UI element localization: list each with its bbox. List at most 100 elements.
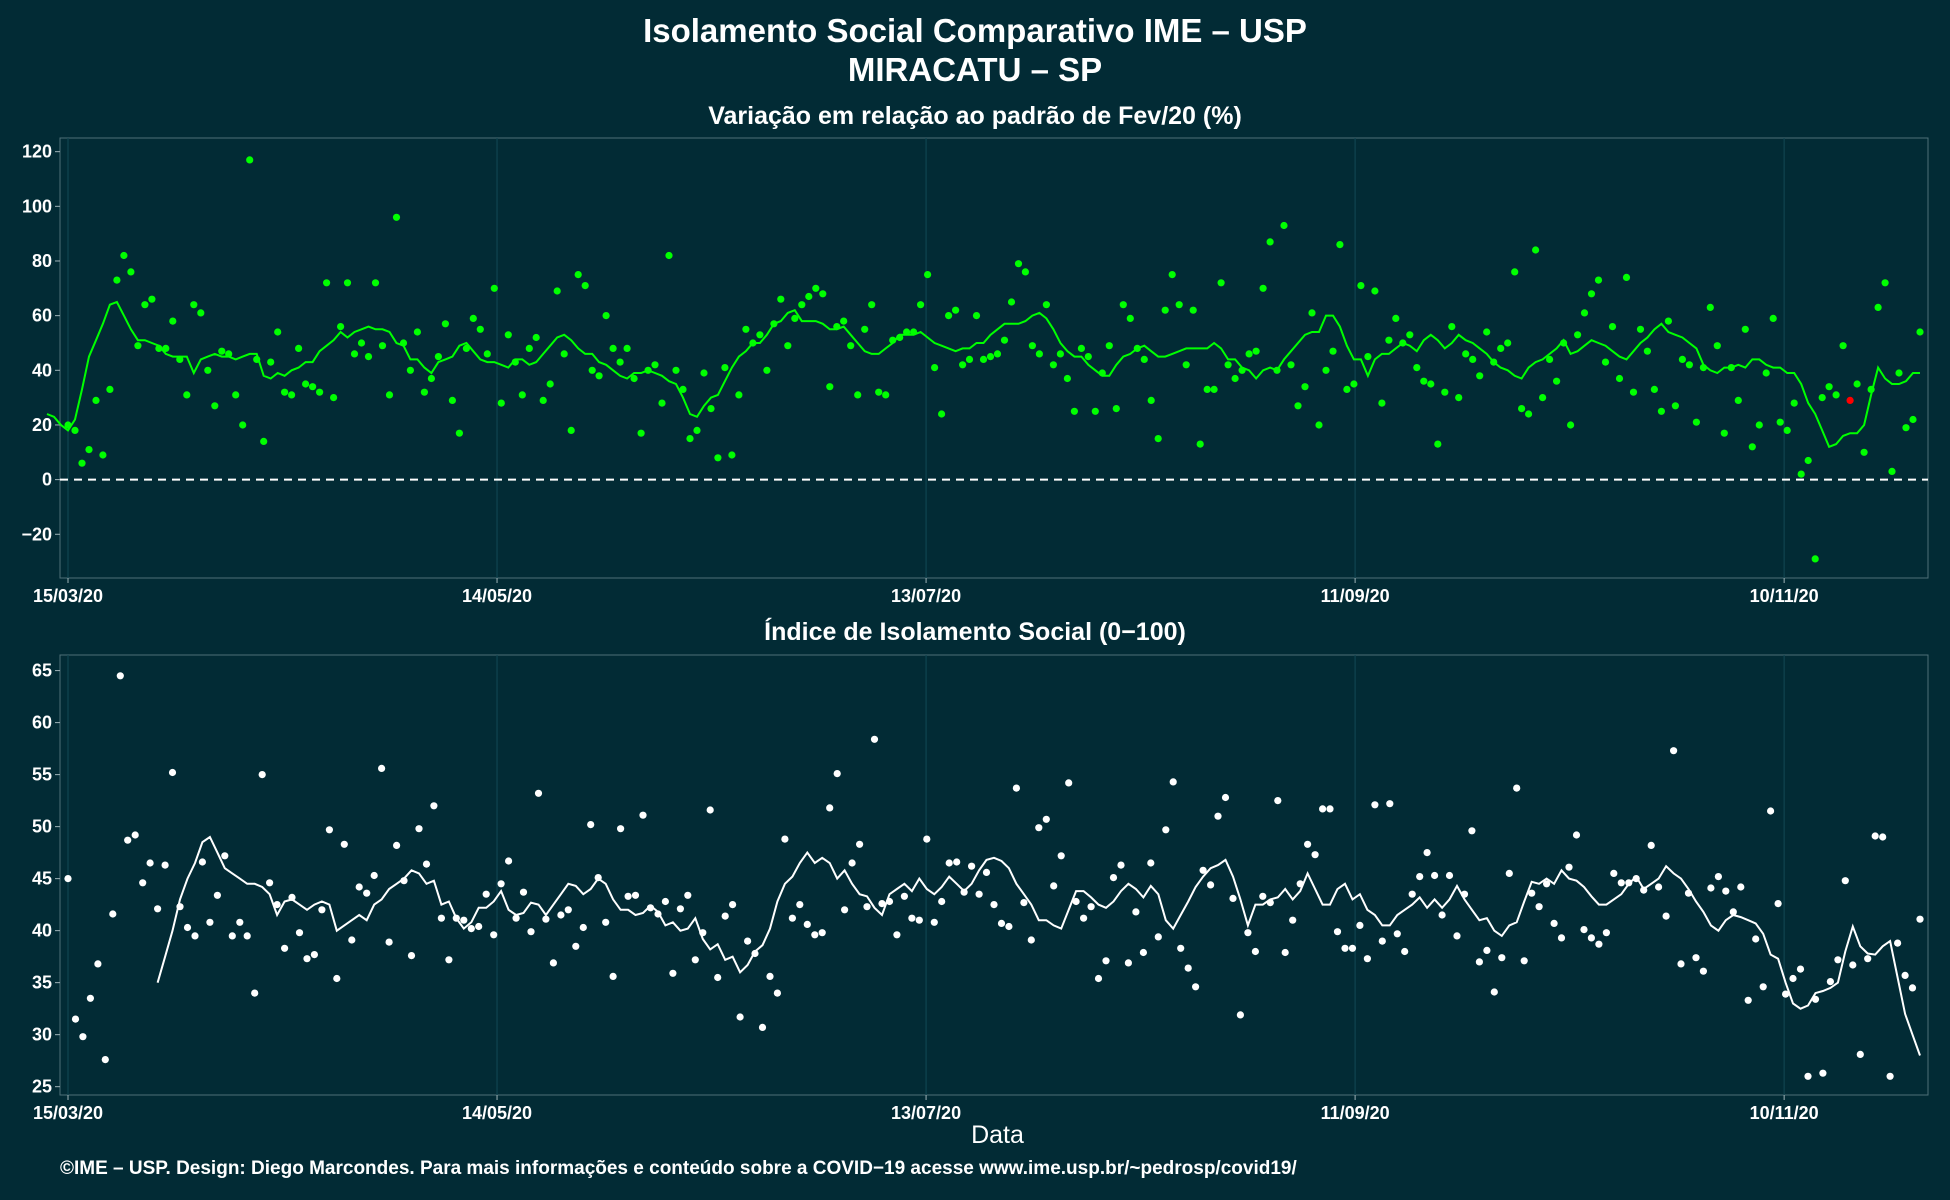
top-data-point bbox=[1203, 385, 1211, 393]
bottom-data-point bbox=[691, 956, 699, 964]
top-data-point bbox=[1000, 336, 1009, 344]
bottom-data-point bbox=[1670, 747, 1678, 755]
bottom-data-point bbox=[1207, 881, 1215, 889]
bottom-data-point bbox=[1386, 800, 1394, 808]
top-data-point bbox=[1112, 405, 1120, 413]
bottom-data-point bbox=[266, 879, 274, 887]
bottom-data-point bbox=[497, 880, 505, 888]
bottom-data-point bbox=[1162, 826, 1170, 834]
top-data-point bbox=[413, 328, 421, 336]
bottom-data-point bbox=[512, 914, 520, 922]
top-x-tick-label: 15/03/20 bbox=[33, 586, 103, 606]
top-data-point bbox=[1853, 380, 1861, 388]
top-data-point bbox=[1560, 339, 1568, 347]
bottom-data-point bbox=[288, 893, 296, 902]
bottom-data-point bbox=[870, 735, 879, 743]
bottom-data-point bbox=[699, 929, 707, 937]
top-data-point bbox=[1755, 421, 1763, 429]
bottom-data-point bbox=[1849, 961, 1857, 969]
top-data-point bbox=[309, 383, 317, 391]
top-data-point bbox=[1133, 344, 1141, 352]
bottom-data-point bbox=[505, 857, 513, 865]
top-data-point bbox=[693, 426, 701, 434]
bottom-data-point bbox=[1289, 916, 1297, 924]
bottom-data-point bbox=[587, 821, 595, 829]
top-data-point bbox=[1413, 364, 1421, 372]
top-data-point bbox=[812, 284, 820, 292]
bottom-x-tick-label: 15/03/20 bbox=[33, 1103, 103, 1123]
bottom-data-point bbox=[1871, 832, 1879, 840]
top-data-point bbox=[1657, 407, 1665, 415]
top-data-point bbox=[1713, 342, 1721, 350]
top-data-point bbox=[1881, 279, 1889, 287]
bottom-x-tick-label: 13/07/20 bbox=[891, 1103, 961, 1123]
top-data-point bbox=[903, 328, 911, 336]
bottom-data-point bbox=[1610, 869, 1618, 878]
bottom-data-point bbox=[766, 972, 774, 981]
top-data-point bbox=[246, 156, 254, 164]
top-data-point bbox=[1483, 328, 1491, 336]
bottom-data-point bbox=[617, 825, 625, 833]
top-data-point bbox=[567, 426, 575, 434]
top-data-point bbox=[1280, 221, 1288, 230]
bottom-data-point bbox=[982, 868, 991, 877]
top-data-point bbox=[253, 355, 261, 363]
bottom-data-point bbox=[1080, 914, 1088, 922]
top-data-point bbox=[1294, 402, 1302, 410]
bottom-data-point bbox=[295, 929, 304, 937]
bottom-data-point bbox=[631, 891, 640, 899]
bottom-data-point bbox=[1640, 886, 1648, 894]
bottom-data-point bbox=[1602, 929, 1610, 937]
top-data-point bbox=[1322, 366, 1330, 374]
bottom-data-point bbox=[534, 789, 543, 797]
bottom-data-point bbox=[310, 951, 318, 959]
top-data-point bbox=[595, 372, 603, 380]
top-data-point bbox=[637, 429, 645, 437]
bottom-data-point bbox=[1587, 934, 1595, 942]
top-data-point bbox=[679, 385, 687, 393]
top-data-point bbox=[917, 301, 925, 309]
top-data-point bbox=[364, 353, 373, 361]
top-data-point bbox=[770, 320, 778, 328]
top-data-point bbox=[113, 276, 121, 284]
bottom-data-point bbox=[1117, 861, 1125, 869]
top-data-point bbox=[1091, 407, 1099, 415]
top-data-point bbox=[1476, 372, 1484, 380]
bottom-data-point bbox=[1154, 933, 1162, 941]
top-data-point bbox=[833, 323, 841, 331]
top-data-point bbox=[1105, 342, 1113, 350]
bottom-data-point bbox=[168, 768, 177, 777]
top-data-point bbox=[728, 451, 736, 459]
bottom-data-point bbox=[1572, 831, 1581, 839]
top-data-point bbox=[1539, 394, 1547, 402]
bottom-data-point bbox=[1169, 778, 1177, 786]
top-data-point bbox=[1622, 273, 1631, 281]
bottom-data-point bbox=[445, 956, 453, 964]
bottom-data-point bbox=[221, 852, 229, 860]
top-data-point bbox=[1909, 415, 1917, 424]
top-data-point bbox=[1895, 369, 1903, 377]
top-data-point bbox=[1154, 435, 1162, 443]
bottom-data-point bbox=[1789, 974, 1797, 983]
bottom-data-point bbox=[1236, 1011, 1244, 1019]
bottom-data-point bbox=[1109, 874, 1118, 882]
bottom-data-point bbox=[1684, 889, 1693, 897]
bottom-data-point bbox=[1864, 955, 1872, 963]
bottom-data-point bbox=[714, 973, 722, 982]
top-data-point bbox=[1511, 268, 1519, 276]
top-data-point bbox=[630, 374, 638, 383]
top-data-point bbox=[1399, 339, 1407, 347]
bottom-data-point bbox=[788, 914, 797, 922]
bottom-data-point bbox=[1737, 883, 1745, 891]
top-data-point bbox=[714, 454, 722, 462]
bottom-data-point bbox=[1722, 887, 1730, 895]
top-data-point bbox=[1049, 361, 1057, 369]
top-data-point bbox=[1762, 369, 1770, 377]
top-panel-title: Variação em relação ao padrão de Fev/20 … bbox=[708, 102, 1242, 130]
x-axis-label: Data bbox=[971, 1121, 1024, 1149]
top-data-point bbox=[483, 350, 491, 358]
top-data-point bbox=[707, 405, 715, 413]
bottom-data-point bbox=[1729, 908, 1737, 916]
bottom-data-point bbox=[1908, 984, 1917, 992]
bottom-data-point bbox=[900, 892, 909, 900]
